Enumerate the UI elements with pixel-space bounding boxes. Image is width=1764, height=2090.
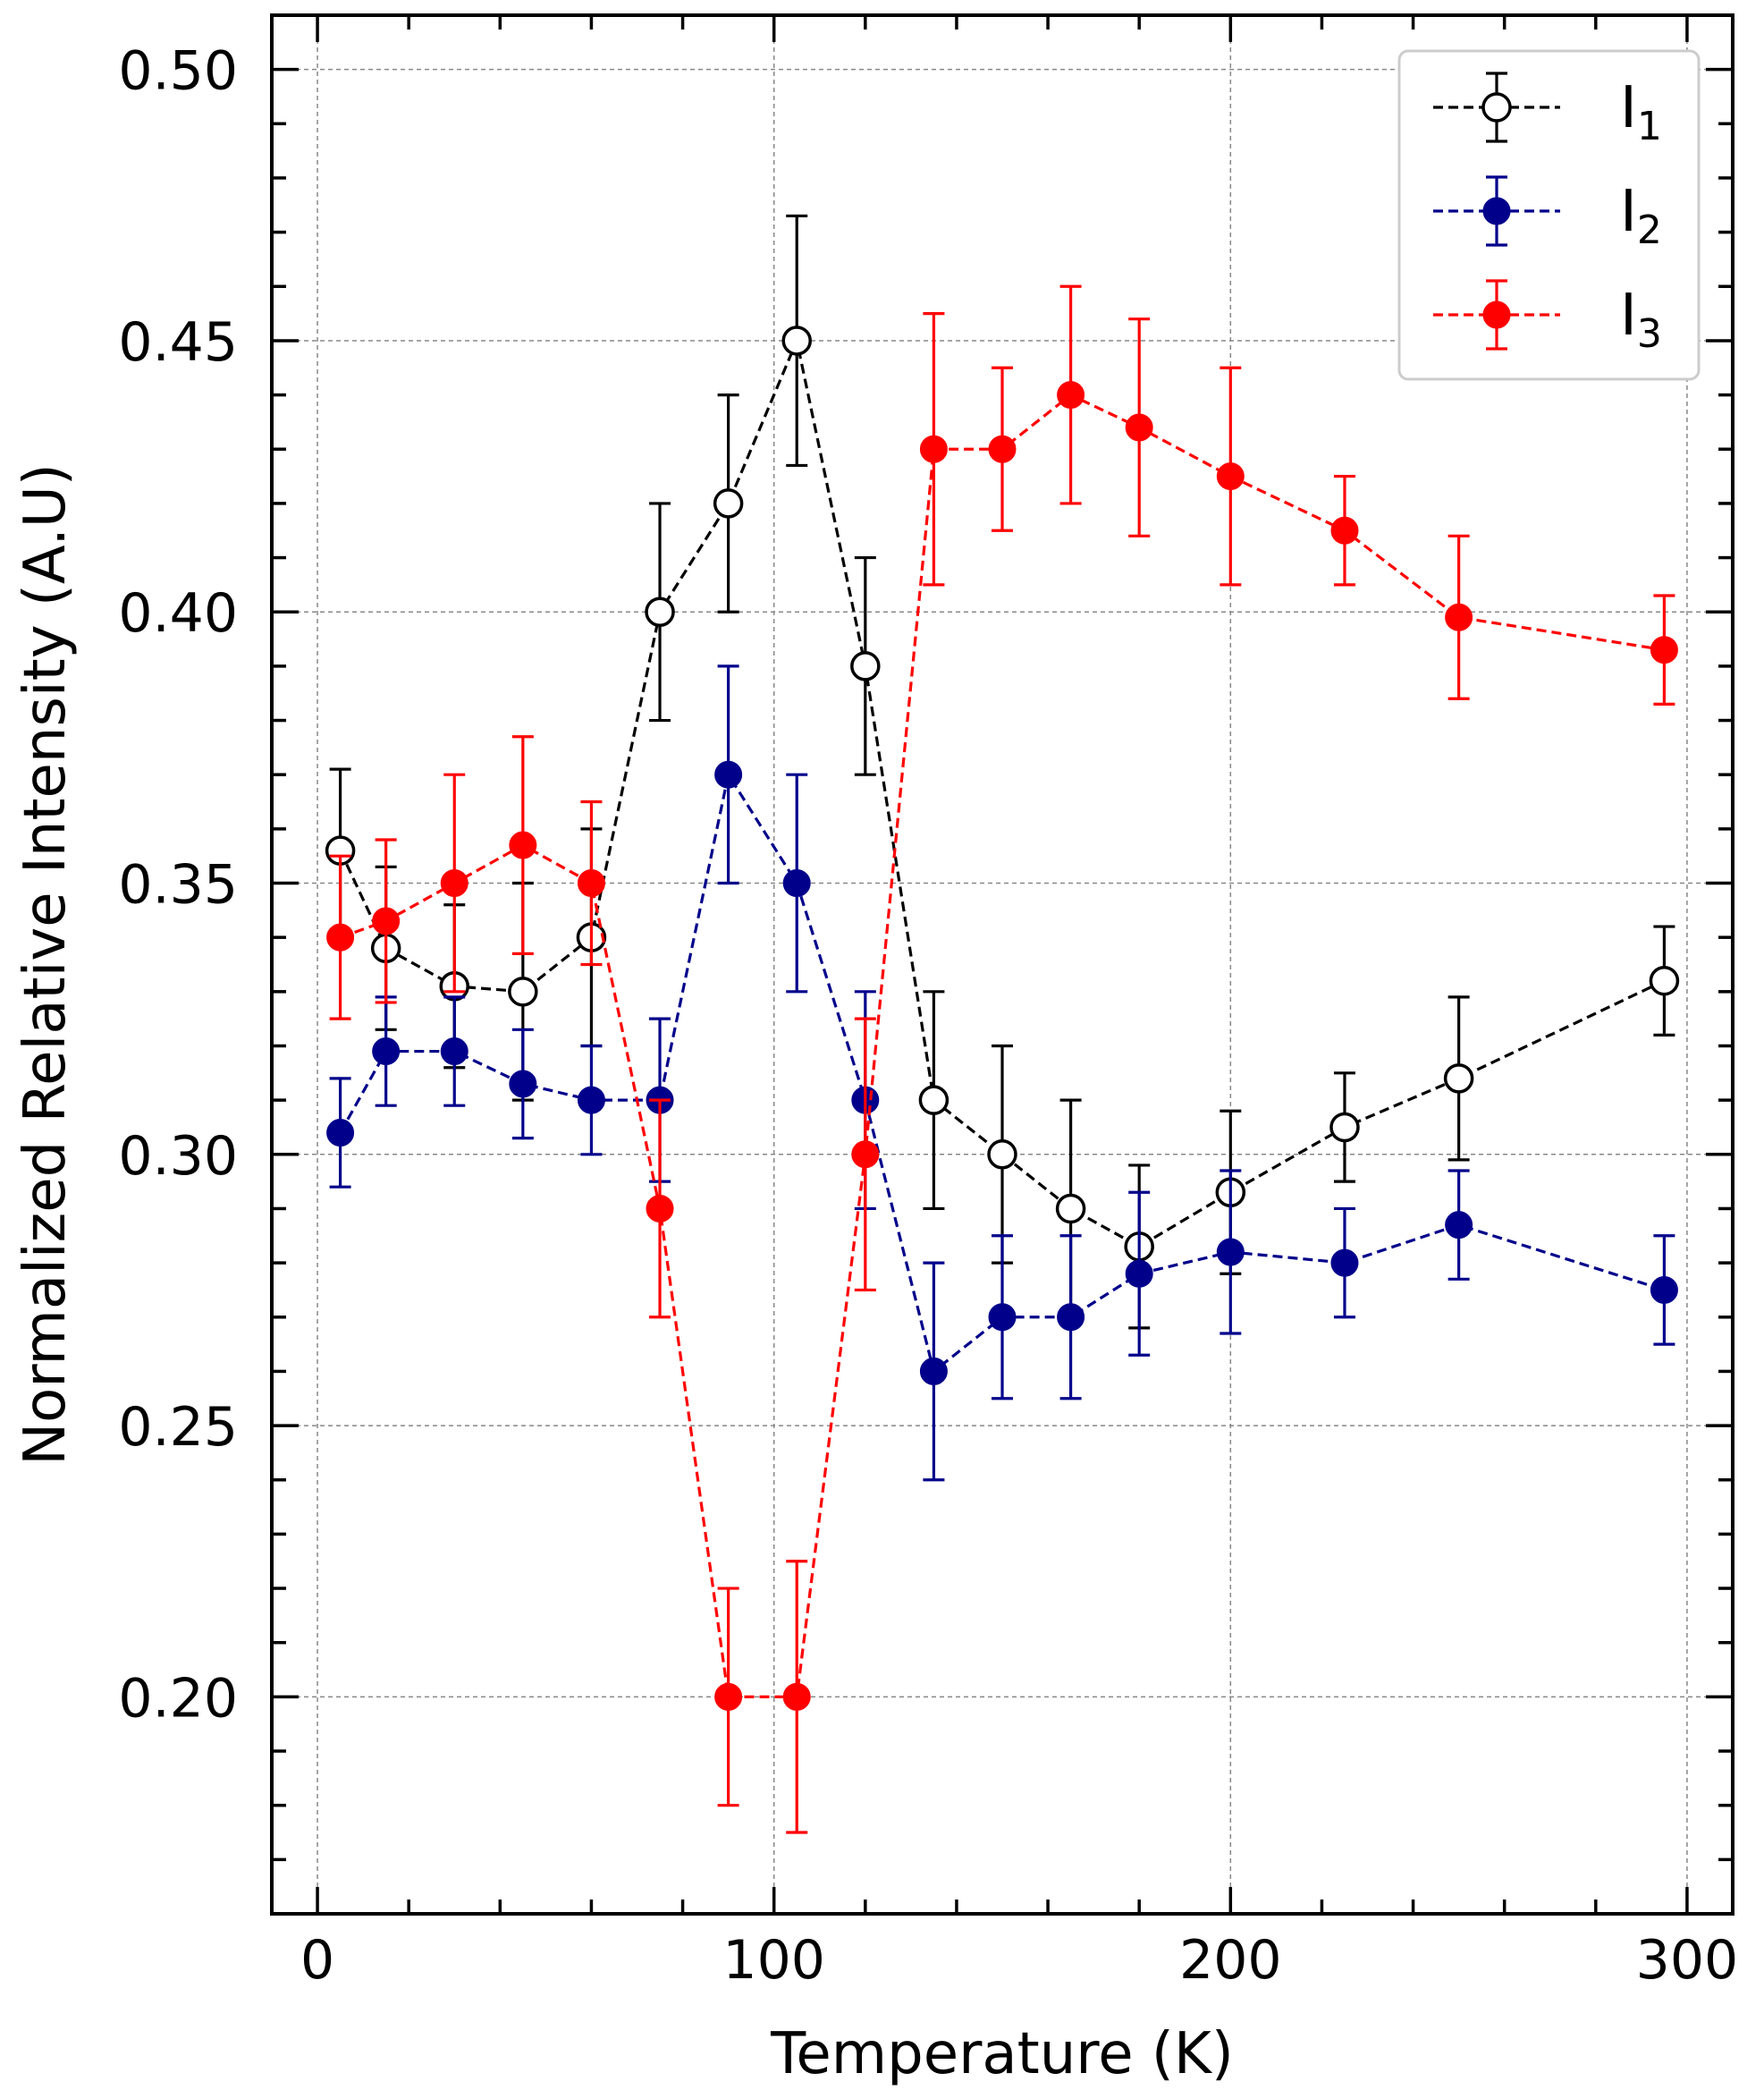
series-i3-point	[1216, 462, 1245, 491]
series-i1-point	[781, 326, 812, 356]
series-i1-point	[1443, 1063, 1474, 1094]
series-i2-point	[782, 869, 811, 898]
legend-marker	[1481, 92, 1512, 123]
legend-item-i2: I2	[1433, 175, 1662, 253]
series-i2-point	[509, 1070, 537, 1098]
series-i2-point	[1330, 1248, 1359, 1277]
series-i3-point	[1445, 603, 1473, 631]
series-i1-point	[850, 651, 881, 681]
legend-label-subscript: 1	[1637, 104, 1662, 149]
legend-label-main: I	[1620, 75, 1637, 141]
series-i1-point	[1649, 965, 1680, 996]
y-tick-label: 0.40	[118, 582, 238, 645]
legend-label-subscript: 3	[1637, 311, 1662, 357]
series-i2-point	[714, 760, 743, 789]
legend-label: I3	[1620, 283, 1662, 357]
tick-labels: 0 100 200 300 0.20 0.25 0.30 0.35 0.40 0.45 0.50	[118, 40, 1738, 1992]
series-i2-point	[1650, 1275, 1678, 1304]
series-i1-point	[1055, 1193, 1086, 1224]
x-axis-label: Temperature (K)	[770, 2021, 1234, 2087]
series-i2-point	[919, 1357, 948, 1385]
y-tick-label: 0.25	[118, 1396, 238, 1459]
series-i3-point	[1125, 413, 1153, 442]
series-i3-point	[577, 869, 605, 898]
legend-label-main: I	[1620, 283, 1637, 349]
series-i2-point	[326, 1119, 355, 1147]
series-i1-point	[987, 1139, 1017, 1170]
series-i3-point	[509, 831, 537, 859]
x-tick-label: 100	[722, 1929, 825, 1992]
series-i3-point	[1057, 381, 1085, 410]
series-i3-point	[988, 435, 1017, 463]
series-i3-point	[851, 1140, 880, 1169]
series-i2-point	[372, 1037, 401, 1066]
series-i2-point	[577, 1086, 605, 1114]
legend-label-subscript: 2	[1637, 207, 1662, 253]
x-tick-label: 200	[1179, 1929, 1282, 1992]
series-i1-point	[1329, 1112, 1360, 1143]
series-i2-point	[440, 1037, 468, 1066]
plot-frame	[270, 13, 1734, 1916]
x-tick-label: 300	[1636, 1929, 1739, 1992]
series-i3-point	[372, 907, 401, 935]
legend-label: I1	[1620, 75, 1662, 149]
series-i1-point	[918, 1085, 950, 1115]
series-i3-point	[714, 1682, 743, 1711]
series-i2-point	[988, 1303, 1017, 1332]
series-i3-point	[919, 435, 948, 463]
legend-box	[1397, 49, 1701, 381]
y-tick-label: 0.50	[118, 40, 238, 103]
legend-marker	[1482, 197, 1511, 225]
y-axis-label: Normalized Relative Intensity (A.U)	[13, 463, 79, 1465]
series-i1-point	[508, 977, 538, 1007]
series-i3-point	[646, 1194, 674, 1223]
series-i2-point	[1216, 1238, 1245, 1266]
axis-ticks	[272, 13, 1733, 1916]
series-i3-point	[326, 923, 355, 952]
legend-label: I2	[1620, 179, 1662, 253]
series-i3-point	[1650, 636, 1678, 664]
series-i1-point	[645, 597, 675, 627]
series-layer	[325, 214, 1680, 1834]
legend-item-i1: I1	[1433, 72, 1662, 149]
series-i2-point	[1445, 1211, 1473, 1240]
y-tick-label: 0.45	[118, 311, 238, 374]
legend-marker	[1482, 300, 1511, 329]
series-i3-point	[1330, 516, 1359, 545]
y-tick-label: 0.35	[118, 854, 238, 917]
legend-item-i3: I3	[1433, 279, 1662, 357]
series-i2-point	[1057, 1303, 1085, 1332]
series-i2-point	[1125, 1259, 1153, 1288]
legend-label-main: I	[1620, 179, 1637, 245]
y-tick-label: 0.30	[118, 1125, 238, 1188]
series-i3-point	[440, 869, 468, 898]
series-i1-point	[713, 488, 744, 519]
y-tick-label: 0.20	[118, 1667, 238, 1730]
series-i3-point	[782, 1682, 811, 1711]
x-tick-label: 0	[300, 1929, 334, 1992]
series-i3	[326, 284, 1678, 1834]
